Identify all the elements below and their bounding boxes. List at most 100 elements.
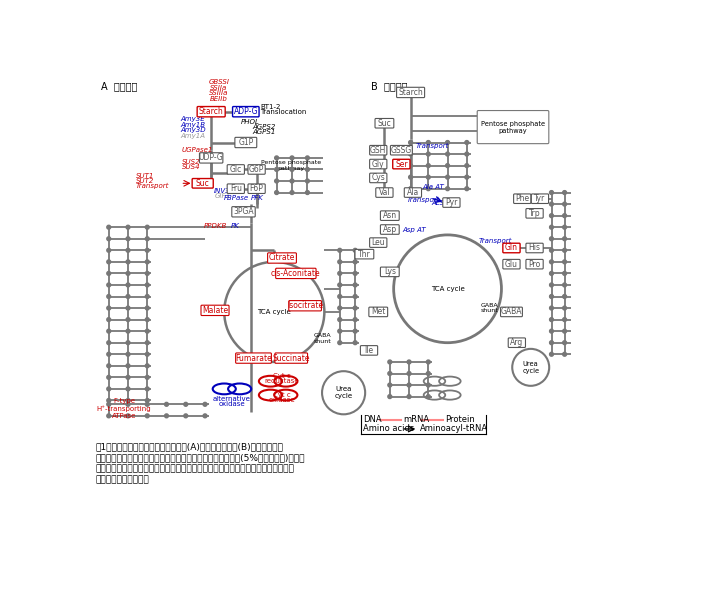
Text: Ala: Ala [406, 188, 419, 197]
Text: UGPase1: UGPase1 [182, 147, 213, 153]
Circle shape [145, 341, 150, 345]
Circle shape [563, 271, 567, 275]
FancyBboxPatch shape [276, 268, 316, 279]
Circle shape [550, 283, 553, 287]
Text: Transport: Transport [416, 143, 449, 149]
Circle shape [465, 163, 469, 168]
FancyBboxPatch shape [248, 184, 265, 193]
Circle shape [338, 271, 342, 275]
Circle shape [338, 341, 342, 345]
Circle shape [407, 360, 411, 364]
Circle shape [338, 329, 342, 333]
Text: Asp AT: Asp AT [403, 226, 426, 232]
Circle shape [563, 248, 567, 252]
Circle shape [465, 140, 469, 145]
Text: PPDKB: PPDKB [204, 223, 227, 229]
Circle shape [126, 375, 130, 379]
Circle shape [107, 353, 111, 356]
FancyBboxPatch shape [355, 249, 373, 259]
FancyBboxPatch shape [199, 152, 223, 163]
Circle shape [338, 306, 342, 310]
Circle shape [407, 383, 411, 387]
Circle shape [563, 283, 567, 287]
Text: reductase: reductase [265, 378, 299, 384]
Circle shape [145, 353, 150, 356]
Circle shape [145, 248, 150, 252]
Circle shape [563, 260, 567, 264]
Circle shape [407, 371, 411, 375]
Circle shape [426, 152, 430, 156]
FancyBboxPatch shape [370, 173, 387, 182]
Text: SUS2: SUS2 [182, 159, 201, 165]
Circle shape [446, 140, 449, 145]
Circle shape [145, 398, 150, 403]
Text: SUS4: SUS4 [182, 164, 201, 170]
FancyBboxPatch shape [477, 110, 549, 144]
Text: Pentose phosphate
pathway: Pentose phosphate pathway [481, 121, 545, 134]
Circle shape [426, 360, 430, 364]
Text: GBSSI: GBSSI [208, 79, 230, 85]
Text: Arg: Arg [510, 338, 524, 347]
FancyBboxPatch shape [232, 107, 259, 117]
Text: Protein: Protein [445, 415, 475, 424]
Text: Succinate: Succinate [272, 354, 310, 362]
Circle shape [126, 398, 130, 403]
Circle shape [353, 306, 357, 310]
Circle shape [145, 306, 150, 310]
Circle shape [126, 225, 130, 229]
Circle shape [563, 237, 567, 241]
Text: Isocitrate: Isocitrate [287, 301, 323, 310]
Circle shape [550, 295, 553, 298]
Circle shape [338, 260, 342, 264]
Text: Cyt c: Cyt c [273, 392, 291, 398]
Text: Starch: Starch [199, 107, 223, 116]
Circle shape [388, 360, 392, 364]
Circle shape [126, 403, 130, 406]
Circle shape [107, 225, 111, 229]
Text: mRNA: mRNA [404, 415, 430, 424]
Text: SSIIa: SSIIa [210, 85, 227, 91]
FancyBboxPatch shape [503, 259, 520, 269]
Circle shape [563, 353, 567, 356]
Circle shape [184, 403, 187, 406]
FancyBboxPatch shape [526, 209, 543, 218]
Text: れぞれ青および赤で示す。遂伝子発現の変動はないが、玄米外観品質に関与する遅: れぞれ青および赤で示す。遂伝子発現の変動はないが、玄米外観品質に関与する遅 [95, 464, 295, 473]
Text: 図1　登熟途中穎果における炭素代謝(A)および窒素代謝(B)の温度応答性: 図1 登熟途中穎果における炭素代謝(A)および窒素代謝(B)の温度応答性 [95, 443, 284, 452]
Text: TCA cycle: TCA cycle [431, 286, 465, 292]
Circle shape [126, 295, 130, 298]
FancyBboxPatch shape [503, 243, 520, 253]
Circle shape [107, 318, 111, 321]
Circle shape [409, 152, 413, 156]
Circle shape [563, 306, 567, 310]
Circle shape [107, 260, 111, 264]
Text: BT1-2: BT1-2 [260, 104, 281, 110]
FancyBboxPatch shape [390, 145, 412, 155]
FancyBboxPatch shape [380, 267, 399, 276]
Text: Pro: Pro [529, 260, 541, 268]
Text: Translocation: Translocation [260, 109, 307, 115]
Text: GSSG: GSSG [391, 146, 412, 155]
Text: Aminoacyl-tRNA: Aminoacyl-tRNA [420, 425, 488, 434]
FancyBboxPatch shape [514, 194, 531, 204]
Circle shape [388, 395, 392, 398]
Circle shape [126, 237, 130, 241]
Circle shape [353, 248, 357, 252]
Circle shape [290, 168, 294, 171]
Circle shape [107, 248, 111, 252]
Circle shape [145, 387, 150, 391]
Circle shape [126, 364, 130, 368]
FancyBboxPatch shape [370, 159, 387, 169]
Circle shape [407, 395, 411, 398]
Circle shape [107, 237, 111, 241]
Text: AGPS1: AGPS1 [253, 129, 276, 135]
Text: Asn: Asn [383, 211, 397, 220]
FancyBboxPatch shape [375, 118, 394, 128]
Text: PK: PK [230, 223, 239, 229]
Text: Transport: Transport [479, 238, 512, 244]
Circle shape [107, 341, 111, 345]
Circle shape [550, 318, 553, 321]
Text: Asp: Asp [383, 225, 397, 234]
Circle shape [353, 271, 357, 275]
FancyBboxPatch shape [235, 137, 257, 148]
Circle shape [305, 190, 310, 195]
